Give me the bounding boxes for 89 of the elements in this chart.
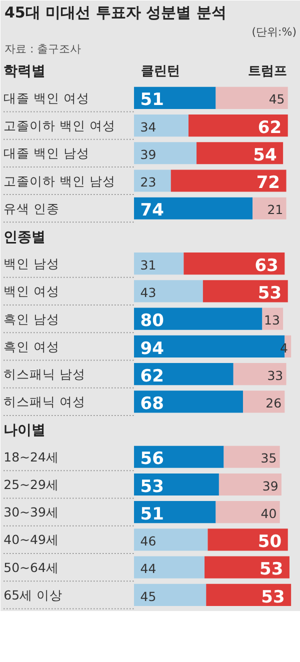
data-label: 45 [140,588,156,604]
data-label: 68 [140,394,164,414]
y-tick-label: 30~39세 [4,504,59,520]
data-label: 56 [140,449,164,470]
data-label: 46 [140,534,156,549]
y-tick-label: 고졸이하 백인 여성 [4,118,116,134]
bar [134,390,243,413]
data-label: 53 [261,587,285,608]
data-label: 63 [254,256,278,276]
data-label: 80 [140,311,164,332]
y-tick-label: 흑인 남성 [4,311,60,326]
data-label: 21 [267,202,284,218]
bar [204,556,290,578]
data-label: 62 [258,118,282,138]
bar [242,390,285,413]
chart-title: 45대 미대선 투표자 성분별 분석 [4,4,226,22]
data-label: 13 [264,312,280,328]
bar [224,446,280,468]
data-label: 44 [140,561,156,576]
bar [196,142,284,164]
text: 자료 : 출구조사 [4,42,82,56]
y-tick-label: 50~64세 [4,560,59,575]
bar [216,86,288,109]
data-label: 34 [140,119,156,134]
data-label: 51 [140,504,164,524]
bar [252,197,286,220]
data-label: 31 [140,257,156,272]
bar [233,362,286,386]
bar [218,473,282,496]
bar [134,280,203,302]
bar [134,362,234,386]
y-tick-label: 고졸이하 백인 남성 [4,173,116,188]
bar [208,528,288,551]
data-label: 53 [260,560,284,580]
bar [202,280,288,302]
bar [184,252,285,275]
y-tick-label: 25~29세 [4,476,59,492]
bar [134,114,188,137]
bar [134,252,184,275]
text: 인종별 [4,229,46,246]
data-label: 62 [140,366,164,386]
y-tick-label: 히스패닉 남성 [4,366,86,382]
data-label: 94 [140,338,164,359]
bar [216,501,280,524]
bar [206,584,292,606]
bar [188,114,288,137]
data-label: 40 [260,506,277,521]
bar [134,584,206,606]
data-label: 43 [140,285,156,300]
bar [134,197,253,220]
data-label: 51 [140,90,164,110]
bar [134,501,216,524]
text: 나이별 [4,422,46,439]
text: 학력별 [4,64,46,80]
bar [134,473,219,496]
data-label: 53 [258,284,282,304]
data-label: 33 [267,368,284,383]
data-label: 39 [140,146,156,162]
bar [134,86,216,109]
data-label: 72 [256,173,280,194]
y-tick-label: 40~49세 [4,532,59,548]
text: (단위:%) [252,26,297,38]
data-label: 45 [268,92,285,107]
data-label: 74 [140,200,164,221]
bar [134,142,197,164]
y-tick-label: 대졸 백인 여성 [4,90,90,106]
data-label: 26 [266,395,282,410]
bar [134,170,171,192]
y-tick-label: 65세 이상 [4,587,63,602]
y-tick-label: 백인 남성 [4,256,60,272]
bar [134,556,205,578]
data-label: 50 [258,532,282,552]
data-label: 23 [140,174,156,190]
data-label: 54 [253,145,277,166]
bar [134,446,224,468]
data-label: 53 [140,476,164,497]
y-tick-label: 유색 인종 [4,200,60,216]
series-label: 클린턴 [141,64,180,80]
data-label: 39 [262,478,278,494]
y-tick-label: 히스패닉 여성 [4,394,86,410]
bar [134,308,262,330]
y-tick-label: 대졸 백인 남성 [4,146,90,161]
data-label: 35 [260,450,277,466]
y-tick-label: 18~24세 [4,449,59,464]
y-tick-label: 백인 여성 [4,284,60,299]
bar [134,528,208,551]
y-tick-label: 흑인 여성 [4,338,60,354]
bar [170,170,286,192]
series-label: 트럼프 [248,64,287,80]
